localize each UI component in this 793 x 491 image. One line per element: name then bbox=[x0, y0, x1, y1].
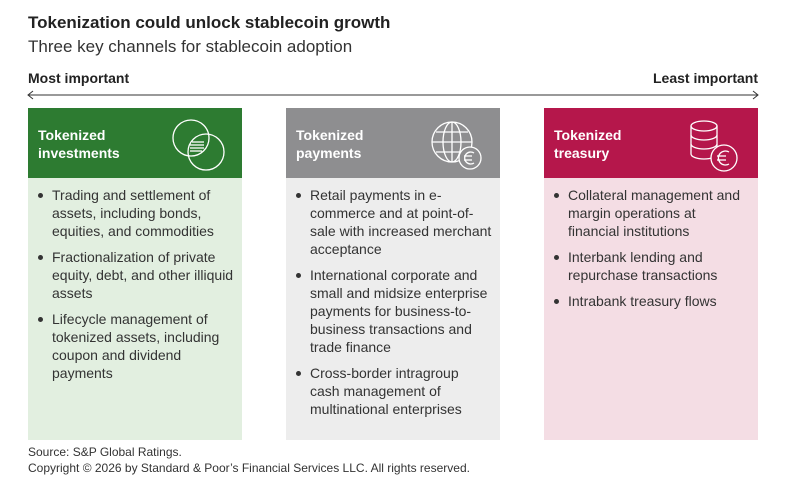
subtitle: Three key channels for stablecoin adopti… bbox=[28, 37, 353, 56]
bullet-item: Collateral management and margin operati… bbox=[554, 186, 750, 240]
bullet-item: Cross-border intragroup cash management … bbox=[296, 364, 492, 418]
bullet-item: Trading and settlement of assets, includ… bbox=[38, 186, 234, 240]
scale-arrow bbox=[27, 90, 759, 100]
bullet-item: Fractionalization of private equity, deb… bbox=[38, 249, 234, 301]
copyright: Copyright © 2026 by Standard & Poor’s Fi… bbox=[28, 461, 470, 475]
bullet-item: Retail payments in e-commerce and at poi… bbox=[296, 187, 492, 257]
column: Tokenized treasury Collateral management… bbox=[544, 108, 758, 440]
column: Tokenized investments Trading and settle… bbox=[28, 108, 242, 440]
icon bbox=[690, 120, 738, 172]
scale-left: Most important bbox=[28, 70, 130, 86]
column-title: Tokenized payments bbox=[296, 127, 364, 161]
bullet-list: Retail payments in e-commerce and at poi… bbox=[286, 186, 500, 426]
column-header: Tokenized investments bbox=[28, 108, 242, 178]
column-title: Tokenized treasury bbox=[554, 127, 622, 161]
bullet-list: Trading and settlement of assets, includ… bbox=[28, 186, 242, 390]
bullet-item: Lifecycle management of tokenized assets… bbox=[38, 310, 234, 382]
title: Tokenization could unlock stablecoin gro… bbox=[28, 13, 391, 32]
column-header: Tokenized payments bbox=[286, 108, 500, 178]
column-header: Tokenized treasury bbox=[544, 108, 758, 178]
source: Source: S&P Global Ratings. bbox=[28, 445, 182, 459]
icon bbox=[431, 121, 482, 170]
column-title: Tokenized investments bbox=[38, 127, 120, 161]
column: Tokenized payments Retail payments in e-… bbox=[286, 108, 500, 440]
bullet-item: Intrabank treasury flows bbox=[554, 292, 750, 310]
bullet-list: Collateral management and margin operati… bbox=[544, 186, 758, 318]
scale-right: Least important bbox=[652, 70, 758, 86]
bullet-item: International corporate and small and mi… bbox=[296, 266, 492, 356]
bullet-item: Interbank lending and repurchase transac… bbox=[554, 248, 750, 284]
icon bbox=[172, 119, 225, 171]
